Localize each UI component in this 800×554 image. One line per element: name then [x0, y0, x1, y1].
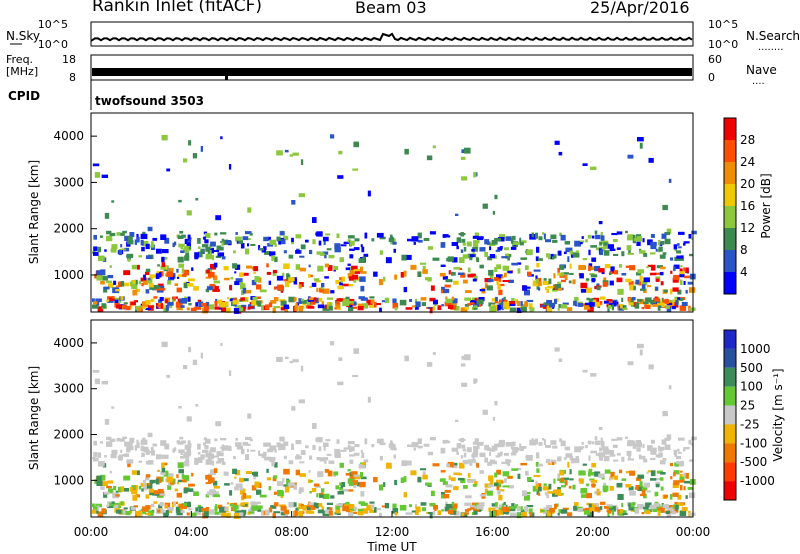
- velocity-scatter: [92, 341, 697, 519]
- velocity-colorbar-tick: 1000: [740, 342, 771, 356]
- velocity-colorbar-segment: [724, 424, 736, 444]
- nsearch-dots: ........: [758, 42, 783, 53]
- velocity-colorbar-tick: -100: [740, 436, 767, 450]
- power-colorbar-segment: [724, 162, 736, 184]
- velocity-colorbar-label: Velocity [m s⁻¹]: [771, 368, 785, 461]
- power-colorbar-tick: 28: [740, 133, 755, 147]
- power-colorbar-tick: 12: [740, 221, 755, 235]
- freq-spike: [225, 72, 228, 80]
- y-tick-label: 1000: [53, 473, 84, 487]
- velocity-colorbar-tick: 25: [740, 399, 755, 413]
- velocity-colorbar-segment: [724, 330, 736, 349]
- cpid-name: twofsound 3503: [95, 94, 204, 108]
- power-colorbar-segment: [724, 250, 736, 272]
- y-tick-label: 3000: [53, 382, 84, 396]
- freq-tick-top: 18: [62, 53, 76, 66]
- velocity-colorbar-tick: -500: [740, 455, 767, 469]
- y-tick-label: 4000: [53, 129, 84, 143]
- power-colorbar-tick: 16: [740, 199, 755, 213]
- velocity-colorbar-segment: [724, 386, 736, 406]
- freq-band: [92, 68, 692, 76]
- y-tick-label: 3000: [53, 175, 84, 189]
- noise-tick-top-left: 10^5: [38, 18, 68, 31]
- velocity-colorbar-segment: [724, 348, 736, 368]
- y-tick-label: 2000: [53, 222, 84, 236]
- power-colorbar-segment: [724, 206, 736, 228]
- noise-tick-top-right: 10^5: [708, 18, 738, 31]
- velocity-colorbar-tick: 100: [740, 380, 763, 394]
- power-colorbar-tick: 20: [740, 177, 755, 191]
- velocity-colorbar-segment: [724, 367, 736, 387]
- power-colorbar-tick: 24: [740, 155, 755, 169]
- power-colorbar-label: Power [dB]: [759, 173, 773, 238]
- velocity-colorbar-tick: 500: [740, 361, 763, 375]
- noise-trace: [91, 32, 693, 42]
- power-colorbar-segment: [724, 140, 736, 162]
- y-tick-label: 4000: [53, 336, 84, 350]
- velocity-colorbar-segment: [724, 405, 736, 425]
- x-tick-label: 16:00: [475, 525, 510, 539]
- noise-tick-bottom-right: 10^0: [708, 38, 738, 51]
- velocity-colorbar-segment: [724, 481, 736, 500]
- power-scatter: [92, 134, 697, 314]
- freq-unit-label: [MHz]: [6, 65, 38, 78]
- freq-strip: Freq. [MHz] 18 8 60 0 Nave ....: [6, 53, 777, 87]
- power-y-ticks: 1000 2000 3000 4000: [53, 129, 97, 282]
- power-colorbar-segment: [724, 228, 736, 250]
- velocity-colorbar-tick: -1000: [740, 474, 775, 488]
- y-tick-label: 2000: [53, 428, 84, 442]
- power-colorbar-segment: [724, 272, 736, 294]
- x-tick-label: 08:00: [274, 525, 309, 539]
- noise-tick-bottom-left: 10^0: [38, 38, 68, 51]
- velocity-colorbar-segment: [724, 462, 736, 482]
- power-panel: 1000 2000 3000 4000 Slant Range [km]: [27, 112, 697, 314]
- power-colorbar-segment: [724, 118, 736, 140]
- y-tick-label: 1000: [53, 268, 84, 282]
- nave-label: Nave: [746, 63, 777, 77]
- nsearch-label: N.Search: [746, 29, 800, 43]
- x-tick-label: 00:00: [74, 525, 109, 539]
- x-tick-label: 00:00: [676, 525, 711, 539]
- nave-tick-top: 60: [708, 53, 722, 66]
- power-colorbar-segment: [724, 184, 736, 206]
- time-xlabel: Time UT: [366, 540, 417, 554]
- cpid-strip: CPID twofsound 3503: [8, 80, 204, 110]
- velocity-colorbar-tick: -25: [740, 417, 760, 431]
- x-tick-label: 20:00: [575, 525, 610, 539]
- nave-tick-bottom: 0: [708, 71, 715, 84]
- date-title: 25/Apr/2016: [590, 0, 690, 17]
- velocity-colorbar-segment: [724, 443, 736, 463]
- station-title: Rankin Inlet (fitACF): [92, 0, 263, 16]
- nsky-label: N.Sky: [6, 29, 40, 43]
- power-colorbar: 4 8 12 16 20 24 28 Power [dB]: [723, 117, 773, 295]
- power-colorbar-tick: 8: [740, 243, 748, 257]
- time-x-ticks: 00:00 04:00 08:00 12:00 16:00 20:00 00:00: [74, 511, 711, 539]
- power-ylabel: Slant Range [km]: [27, 160, 41, 264]
- nave-dots: ....: [752, 76, 765, 87]
- x-tick-label: 12:00: [375, 525, 410, 539]
- freq-label: Freq.: [6, 53, 33, 66]
- noise-strip: N.Sky 10^5 10^0 10^5 10^0 N.Search .....…: [6, 18, 800, 53]
- freq-tick-bottom: 8: [69, 71, 76, 84]
- velocity-colorbar: 1000 500 100 25 -25 -100 -500 -1000 Velocity [m…: [723, 329, 785, 501]
- velocity-y-ticks: 1000 2000 3000 4000: [53, 336, 97, 487]
- velocity-ylabel: Slant Range [km]: [27, 366, 41, 470]
- beam-title: Beam 03: [355, 0, 427, 17]
- power-colorbar-tick: 4: [740, 265, 748, 279]
- x-tick-label: 04:00: [174, 525, 209, 539]
- cpid-label: CPID: [8, 89, 40, 103]
